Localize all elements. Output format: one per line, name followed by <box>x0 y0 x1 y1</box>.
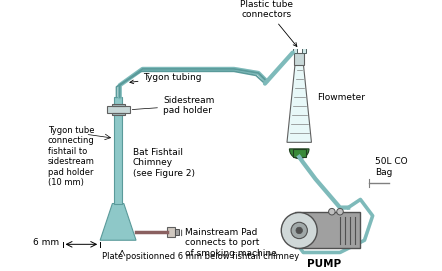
Text: Sidestream
pad holder: Sidestream pad holder <box>132 96 214 115</box>
Text: Tygon tube
connecting
fishtail to
sidestream
pad holder
(10 mm): Tygon tube connecting fishtail to sidest… <box>48 126 95 187</box>
Text: Tygon tubing: Tygon tubing <box>130 73 202 84</box>
Bar <box>167 227 175 237</box>
Text: Bat Fishtail
Chimney
(see Figure 2): Bat Fishtail Chimney (see Figure 2) <box>133 148 195 178</box>
Bar <box>111 104 125 107</box>
Polygon shape <box>100 204 136 240</box>
Bar <box>111 113 125 115</box>
Bar <box>293 149 306 157</box>
Text: Mainstream Pad
connects to port
of smoking machine: Mainstream Pad connects to port of smoki… <box>185 228 277 258</box>
Circle shape <box>296 227 302 234</box>
Circle shape <box>337 208 343 215</box>
Text: Plate positionned 6 mm below fishtail chimney: Plate positionned 6 mm below fishtail ch… <box>102 252 299 261</box>
Bar <box>293 47 297 53</box>
Circle shape <box>281 212 317 249</box>
Bar <box>302 47 306 53</box>
Bar <box>175 229 179 235</box>
Text: Plastic tube
connectors: Plastic tube connectors <box>240 0 297 46</box>
Bar <box>295 212 360 249</box>
FancyBboxPatch shape <box>114 98 122 204</box>
Text: 50L CO
Bag: 50L CO Bag <box>375 157 408 176</box>
Wedge shape <box>290 149 309 159</box>
Text: PUMP: PUMP <box>307 259 341 269</box>
Text: Flowmeter: Flowmeter <box>317 93 365 102</box>
Text: 6 mm: 6 mm <box>33 238 59 247</box>
Bar <box>107 107 130 113</box>
Circle shape <box>291 222 307 238</box>
Circle shape <box>328 208 335 215</box>
Polygon shape <box>287 63 312 142</box>
Bar <box>294 53 304 65</box>
